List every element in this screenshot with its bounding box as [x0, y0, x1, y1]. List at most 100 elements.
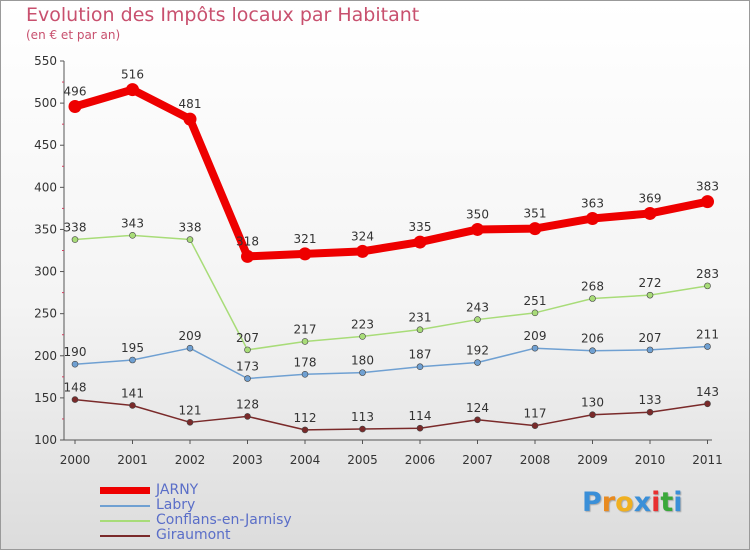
data-point — [244, 346, 251, 354]
data-label: 350 — [466, 207, 489, 221]
data-point — [416, 326, 424, 333]
data-point — [646, 408, 654, 416]
data-point — [474, 316, 481, 323]
data-point — [359, 369, 366, 376]
data-point — [646, 291, 654, 299]
x-tick-label: 2003 — [232, 453, 263, 467]
x-tick-label: 2002 — [175, 453, 206, 467]
x-tick-label: 2000 — [60, 453, 91, 467]
data-label: 516 — [121, 68, 144, 82]
data-label: 128 — [236, 397, 259, 411]
data-label: 217 — [294, 322, 317, 336]
y-tick-label: 150 — [34, 391, 57, 405]
data-point — [241, 249, 254, 263]
data-point — [356, 244, 369, 258]
legend-label: JARNY — [156, 482, 199, 498]
legend-swatch — [100, 520, 150, 522]
data-label: 133 — [639, 393, 662, 407]
x-tick-label: 2004 — [290, 453, 321, 467]
data-label: 192 — [466, 344, 489, 358]
data-label: 321 — [294, 232, 317, 246]
data-point — [244, 413, 251, 420]
legend-swatch — [100, 505, 150, 507]
data-label: 251 — [524, 294, 547, 308]
data-point — [589, 347, 596, 355]
data-point — [413, 235, 427, 249]
data-point — [589, 411, 596, 419]
legend-item: Giraumont — [100, 528, 360, 543]
series-line-jarny — [71, 85, 712, 261]
data-label: 173 — [236, 360, 259, 374]
legend-item: JARNY — [100, 483, 360, 498]
series-line-giraumont — [74, 398, 709, 431]
data-label: 143 — [696, 385, 719, 399]
y-tick-label: 450 — [34, 138, 57, 152]
data-label: 209 — [524, 329, 547, 343]
legend-item: Conflans-en-Jarnisy — [100, 513, 360, 528]
y-tick-label: 200 — [34, 349, 57, 363]
data-point — [531, 422, 539, 429]
data-label: 124 — [466, 401, 489, 415]
chart-legend: JARNY Labry Conflans-en-Jarnisy Giraumont — [100, 483, 360, 543]
data-label: 148 — [64, 381, 87, 395]
data-label: 211 — [696, 328, 719, 342]
data-label: 178 — [294, 355, 317, 369]
data-label: 112 — [294, 411, 317, 425]
proxiti-logo: Proxiti — [582, 487, 683, 518]
data-point — [359, 425, 366, 433]
data-label: 206 — [581, 332, 604, 346]
data-label: 351 — [524, 207, 547, 221]
data-label: 209 — [179, 329, 202, 343]
data-label: 187 — [409, 348, 432, 362]
series-line-labry — [74, 345, 709, 380]
data-label: 335 — [409, 220, 432, 234]
y-tick-label: 250 — [34, 307, 57, 321]
data-point — [183, 112, 197, 126]
data-point — [186, 344, 194, 352]
data-point — [298, 247, 312, 261]
data-point — [586, 211, 599, 225]
data-label: 130 — [581, 396, 604, 410]
series-line-conflans-en-jarnisy — [74, 234, 709, 351]
legend-swatch — [100, 535, 150, 537]
data-label: 324 — [351, 229, 374, 243]
data-point — [589, 295, 596, 302]
data-point — [704, 343, 711, 350]
y-tick-label: 100 — [34, 433, 57, 447]
data-label: 180 — [351, 354, 374, 368]
data-label: 207 — [236, 331, 259, 345]
data-point — [474, 359, 481, 366]
data-point — [416, 424, 424, 432]
data-label: 272 — [639, 276, 662, 290]
data-label: 383 — [696, 180, 719, 194]
data-point — [701, 195, 714, 209]
data-label: 231 — [409, 311, 432, 325]
chart-title: Evolution des Impôts locaux par Habitant — [26, 4, 420, 26]
data-point — [474, 416, 481, 424]
data-label: 117 — [524, 407, 547, 421]
data-point — [531, 344, 539, 352]
legend-item: Labry — [100, 498, 360, 513]
x-tick-label: 2006 — [405, 453, 436, 467]
data-label: 369 — [639, 191, 662, 205]
legend-label: Conflans-en-Jarnisy — [156, 512, 292, 528]
x-tick-label: 2010 — [635, 453, 666, 467]
data-label: 114 — [409, 409, 432, 423]
data-point — [126, 83, 139, 97]
data-label: 113 — [351, 410, 374, 424]
data-point — [129, 402, 136, 409]
data-label: 195 — [121, 341, 144, 355]
data-point — [244, 375, 251, 382]
data-label: 318 — [236, 234, 259, 248]
data-label: 363 — [581, 196, 604, 210]
data-point — [71, 360, 79, 368]
data-label: 481 — [179, 97, 202, 111]
data-point — [528, 222, 542, 236]
data-point — [531, 309, 539, 317]
y-tick-label: 500 — [34, 96, 57, 110]
y-tick-label: 550 — [34, 54, 57, 68]
data-point — [359, 333, 366, 340]
data-point — [129, 356, 136, 364]
x-tick-label: 2001 — [117, 453, 148, 467]
